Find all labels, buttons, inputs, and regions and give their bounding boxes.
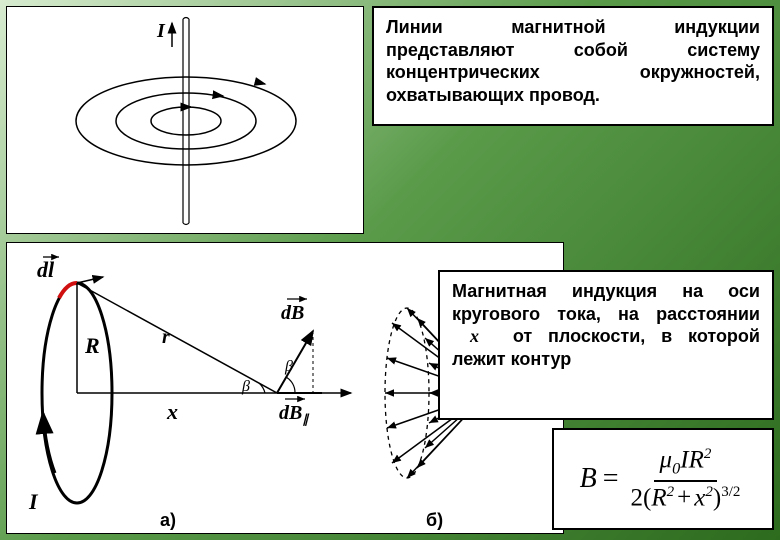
formula-lhs: B (580, 463, 597, 495)
den-xexp: 2 (705, 484, 713, 500)
text1-content: Линии магнитной индукции представляют со… (386, 17, 760, 105)
text2-var: x (452, 326, 497, 346)
label-R: R (84, 333, 100, 358)
text2-line2: от плоскости, в которой лежит контур (452, 326, 760, 369)
label-beta-dB: β (284, 358, 293, 375)
den-R: R (651, 484, 666, 511)
text2-line1: Магнитная индукция на оси кругового тока… (452, 281, 760, 324)
svg-text:dB: dB (281, 302, 304, 324)
textbox-top-right: Линии магнитной индукции представляют со… (372, 6, 774, 126)
f-I: I (680, 446, 688, 473)
den-x: x (694, 484, 705, 511)
mu: μ (660, 446, 673, 473)
den-outer-exp: 3/2 (721, 484, 740, 500)
svg-text:dl: dl (37, 257, 55, 282)
panel-wire-circles: I (6, 6, 364, 234)
den-rp: ) (713, 484, 721, 511)
label-b: б) (426, 510, 443, 531)
label-beta-axis: β (241, 378, 250, 395)
label-I-top: I (156, 20, 166, 42)
svg-text:dB∥: dB∥ (279, 402, 310, 426)
textbox-mid-right: Магнитная индукция на оси кругового тока… (438, 270, 774, 420)
label-x: x (166, 399, 178, 424)
f-R: R (689, 446, 704, 473)
formula-fraction: μ0IR2 2(R2+x2)3/2 (625, 446, 747, 513)
label-a: а) (160, 510, 176, 531)
label-r: r (162, 326, 170, 348)
f-R-exp: 2 (704, 446, 712, 462)
label-I-ring: I (28, 489, 39, 514)
formula-eq: = (603, 463, 619, 495)
figure-concentric-circles: I (7, 7, 365, 235)
formula-box: B = μ0IR2 2(R2+x2)3/2 (552, 428, 774, 530)
den-2: 2 (631, 484, 644, 511)
den-plus: + (674, 484, 694, 511)
